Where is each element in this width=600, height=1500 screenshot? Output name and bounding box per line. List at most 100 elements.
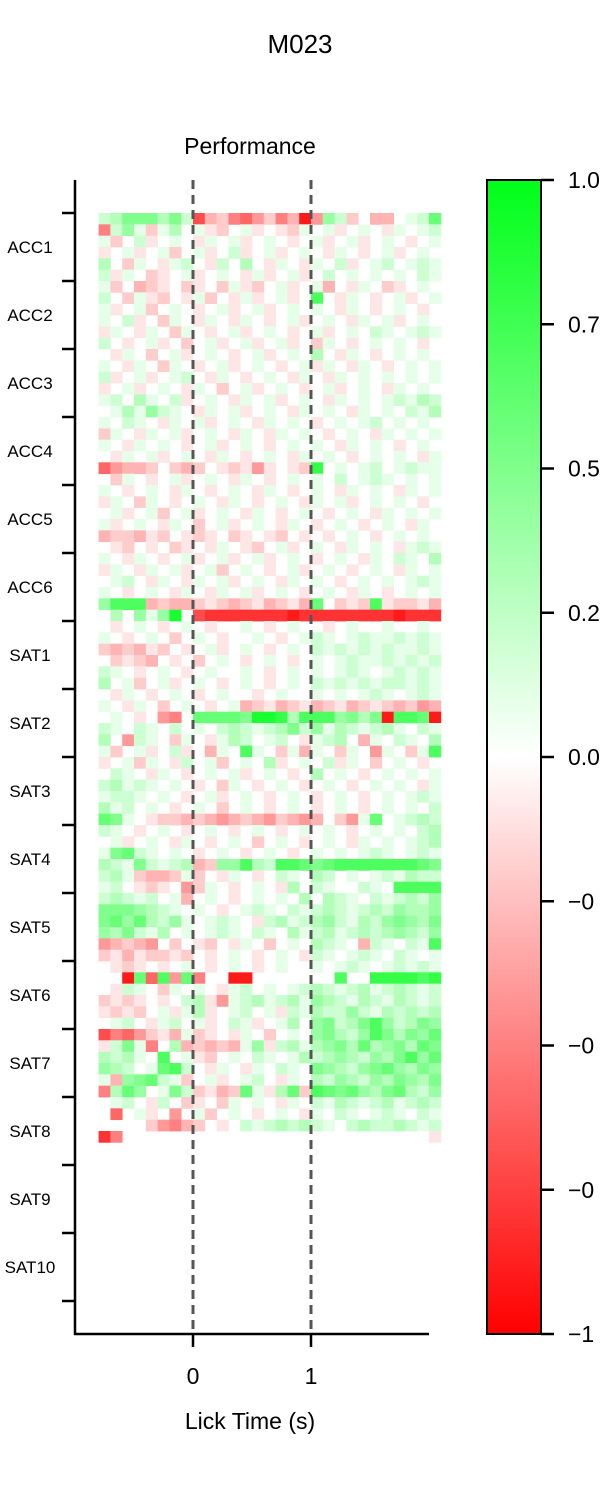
heatmap-cell [98,564,111,577]
heatmap-cell [240,938,253,951]
heatmap-cell [193,938,206,951]
heatmap-cell [122,802,135,815]
heatmap-cell [263,723,276,735]
heatmap-cell [228,315,241,327]
heatmap-cell [275,337,288,350]
heatmap-cell [204,1006,217,1019]
heatmap-cell [193,632,206,645]
heatmap-cell [417,394,430,407]
heatmap-cell [417,825,430,837]
heatmap-cell [370,825,383,837]
heatmap-cell [228,915,241,928]
heatmap-cell [263,938,276,951]
heatmap-cell [240,904,253,917]
heatmap-cell [322,587,335,599]
heatmap-cell [287,791,300,803]
heatmap-cell [429,235,442,248]
heatmap-cell [311,462,324,475]
y-tick-label: ACC3 [7,374,52,393]
heatmap-cell [275,870,288,883]
heatmap-cell [169,1029,182,1041]
heatmap-cell [275,609,288,622]
heatmap-cell [381,700,394,713]
heatmap-cell [287,326,300,339]
heatmap-cell [429,972,442,985]
heatmap-cell [311,1006,324,1019]
heatmap-cell [157,383,170,395]
heatmap-cell [381,1017,394,1030]
heatmap-cell [263,553,276,565]
heatmap-cell [299,609,312,622]
heatmap-cell [181,972,194,985]
heatmap-cell [228,598,241,611]
heatmap-cell [252,575,265,588]
heatmap-cell [193,360,206,373]
heatmap-cell [358,881,371,894]
heatmap-cell [122,553,135,565]
heatmap-cell [275,530,288,543]
heatmap-cell [299,564,312,577]
heatmap-cell [193,598,206,611]
heatmap-cell [263,768,276,781]
heatmap-cell [193,575,206,588]
heatmap-cell [216,337,229,350]
heatmap-cell [370,949,383,962]
heatmap-cell [405,1006,418,1019]
heatmap-cell [145,757,158,769]
heatmap-cell [216,870,229,883]
heatmap-cell [311,995,324,1007]
heatmap-cell [417,700,430,713]
heatmap-cell [370,711,383,724]
heatmap-cell [417,655,430,667]
heatmap-cell [181,371,194,384]
heatmap-cell [405,1119,418,1132]
heatmap-cell [134,711,147,724]
heatmap-cell [240,734,253,747]
heatmap-cell [311,349,324,361]
heatmap-cell [334,303,347,316]
heatmap-cell [145,949,158,962]
heatmap-cell [157,791,170,803]
heatmap-cell [145,643,158,656]
heatmap-cell [98,825,111,837]
heatmap-cell [405,1097,418,1109]
heatmap-cell [204,587,217,599]
heatmap-cell [393,394,406,407]
heatmap-cell [252,1085,265,1098]
heatmap-cell [334,213,347,225]
heatmap-cell [381,904,394,917]
heatmap-cell [393,1017,406,1030]
heatmap-cell [98,915,111,928]
heatmap-cell [334,655,347,667]
heatmap-cell [240,383,253,395]
heatmap-cell [370,1017,383,1030]
heatmap-cell [417,530,430,543]
heatmap-cell [240,439,253,452]
heatmap-cell [287,213,300,225]
heatmap-cell [110,621,123,633]
heatmap-cell [110,949,123,962]
heatmap-cell [370,893,383,905]
heatmap-cell [216,655,229,667]
heatmap-cell [322,677,335,690]
heatmap-cell [263,757,276,769]
heatmap-cell [381,224,394,237]
heatmap-cell [311,485,324,497]
heatmap-cell [370,564,383,577]
heatmap-cell [228,575,241,588]
heatmap-cell [240,235,253,248]
heatmap-cell [216,1040,229,1053]
heatmap-cell [145,473,158,486]
heatmap-cell [228,1108,241,1121]
heatmap-cell [145,768,158,781]
heatmap-cell [358,417,371,429]
heatmap-cell [393,609,406,622]
heatmap-cell [346,621,359,633]
heatmap-cell [287,462,300,475]
heatmap-cell [358,711,371,724]
heatmap-cell [98,1006,111,1019]
heatmap-cell [287,303,300,316]
heatmap-cell [405,689,418,701]
heatmap-cell [405,462,418,475]
heatmap-cell [346,1040,359,1053]
